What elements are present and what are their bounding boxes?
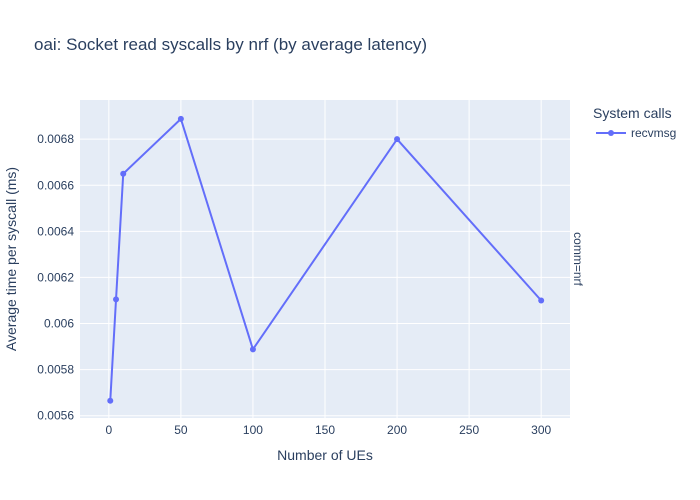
series-layer: [107, 115, 545, 404]
y-tick-label: 0.0062: [37, 270, 74, 284]
y-tick-label: 0.0066: [37, 178, 74, 192]
data-point[interactable]: [249, 346, 256, 353]
legend-marker-swatch: [608, 130, 614, 136]
x-tick-label: 100: [243, 423, 263, 437]
legend-item-recvmsg[interactable]: recvmsg: [596, 126, 676, 140]
x-tick-label: 0: [105, 423, 112, 437]
x-tick-label: 300: [531, 423, 551, 437]
legend-title: System calls: [593, 105, 672, 121]
x-tick-label: 50: [174, 423, 188, 437]
y-tick-label: 0.0058: [37, 363, 74, 377]
y-tick-label: 0.006: [44, 317, 74, 331]
facet-label: comm=nrf: [571, 232, 585, 286]
y-axis-title: Average time per syscall (ms): [3, 167, 19, 351]
y-tick-label: 0.0064: [37, 224, 74, 238]
x-axis-title: Number of UEs: [277, 447, 373, 463]
x-tick-label: 200: [387, 423, 407, 437]
x-tick-label: 150: [315, 423, 335, 437]
data-point[interactable]: [107, 397, 114, 404]
chart-title: oai: Socket read syscalls by nrf (by ave…: [34, 35, 427, 54]
data-point[interactable]: [394, 136, 401, 143]
data-point[interactable]: [120, 170, 127, 177]
data-point[interactable]: [113, 296, 120, 303]
y-tick-label: 0.0056: [37, 409, 74, 423]
legend-label-recvmsg: recvmsg: [631, 126, 676, 140]
y-tick-label: 0.0068: [37, 132, 74, 146]
x-tick-labels: 0 50 100 150 200 250 300: [105, 423, 551, 437]
x-tick-label: 250: [459, 423, 479, 437]
data-point[interactable]: [538, 297, 545, 304]
data-point[interactable]: [177, 115, 184, 122]
grid: [80, 100, 570, 418]
y-tick-labels: 0.0056 0.0058 0.006 0.0062 0.0064 0.0066 0.006…: [37, 132, 74, 423]
